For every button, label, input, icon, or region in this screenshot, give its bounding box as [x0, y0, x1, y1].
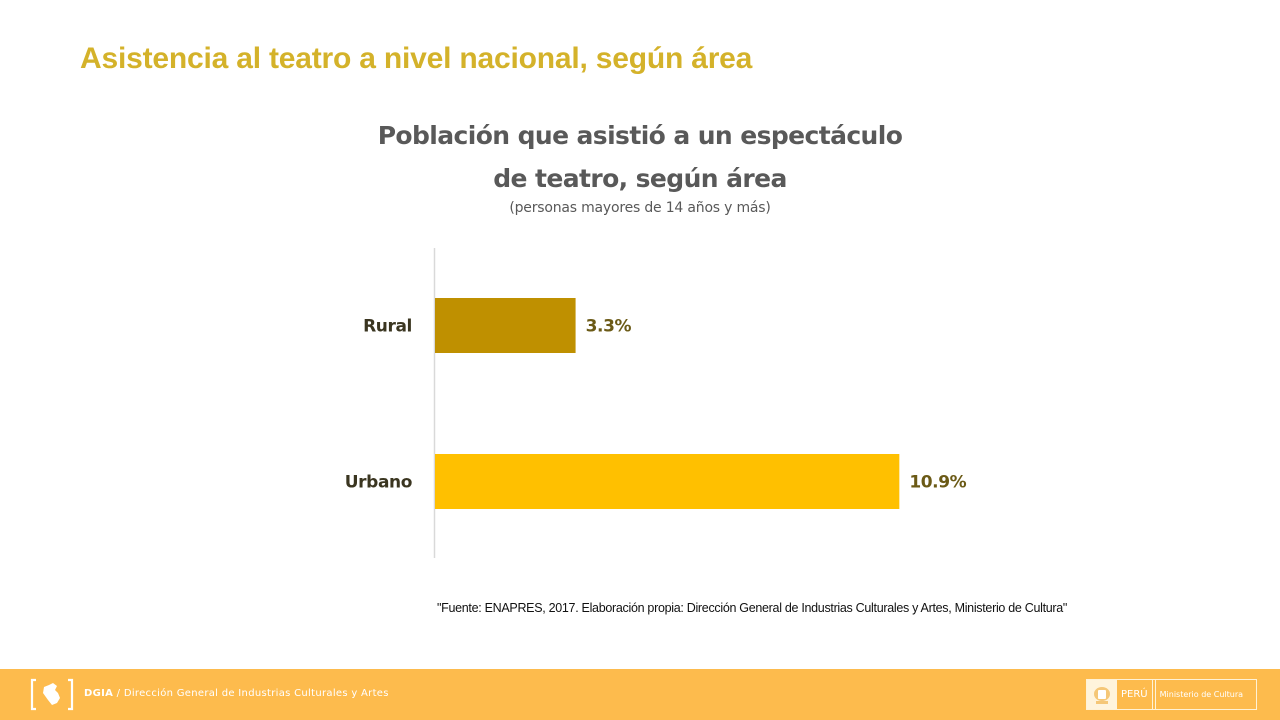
footer-org-name: Dirección General de Industrias Cultural…	[123, 688, 389, 699]
footer-org-abbrev: DGIA	[84, 688, 114, 699]
value-label-rural: 3.3%	[586, 317, 632, 337]
slide-title: Asistencia al teatro a nivel nacional, s…	[80, 42, 753, 75]
bar-urbano	[435, 454, 900, 509]
bar-chart: Rural 3.3% Urbano 10.9%	[345, 248, 967, 558]
value-label-urbano: 10.9%	[909, 473, 966, 493]
footer-org-text: DGIA / Dirección General de Industrias C…	[84, 688, 389, 699]
bar-rural	[435, 298, 576, 353]
chart-title-line-1: Población que asistió a un espectáculo	[377, 121, 903, 150]
bars-group: Rural 3.3% Urbano 10.9%	[345, 298, 967, 509]
gov-country-label: PERÚ	[1117, 680, 1153, 709]
gov-ministry-label: Ministerio de Cultura	[1154, 680, 1256, 709]
category-label-rural: Rural	[363, 317, 412, 337]
source-note: "Fuente: ENAPRES, 2017. Elaboración prop…	[437, 601, 1068, 615]
peru-map-bracket-logo-icon	[30, 678, 74, 711]
chart-title-line-2: de teatro, según área	[493, 164, 787, 193]
government-badge: PERÚ Ministerio de Cultura	[1086, 679, 1257, 710]
chart-subtitle: (personas mayores de 14 años y más)	[509, 200, 771, 216]
peru-coat-of-arms-icon	[1087, 680, 1117, 709]
footer-bar: DGIA / Dirección General de Industrias C…	[0, 669, 1280, 720]
category-label-urbano: Urbano	[345, 473, 412, 493]
footer-separator: /	[113, 688, 124, 699]
